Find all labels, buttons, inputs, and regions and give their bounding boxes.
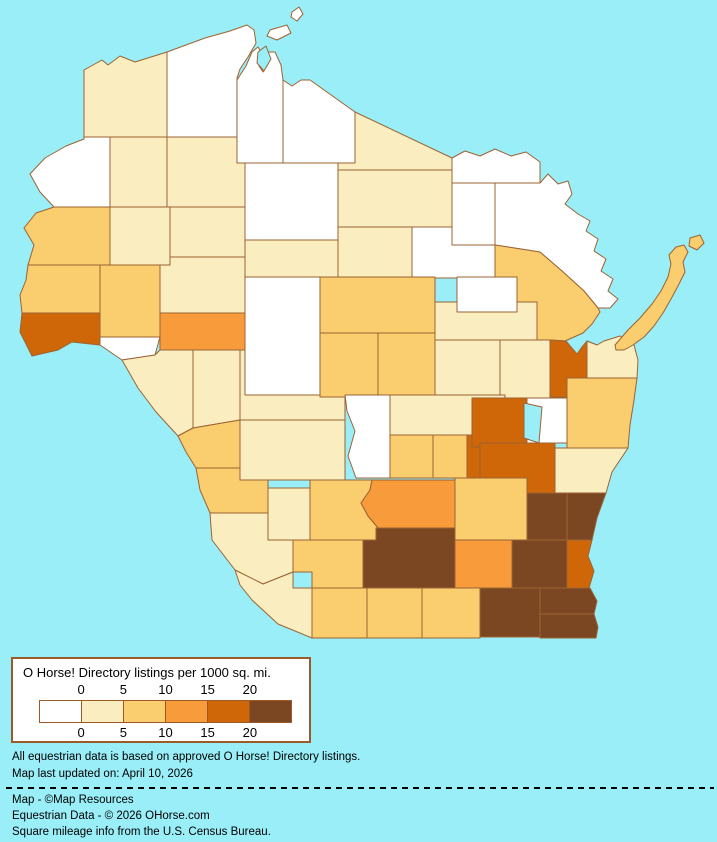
- legend-tick-label: 15: [200, 725, 215, 740]
- county-barron: [109, 206, 171, 266]
- county-taylor: [244, 239, 339, 278]
- legend-tick-label: 15: [200, 682, 215, 697]
- county-waupaca: [434, 339, 501, 396]
- data-source-note: All equestrian data is based on approved…: [12, 751, 361, 763]
- county-wood: [319, 332, 379, 398]
- county-portage: [377, 332, 436, 396]
- county-price: [244, 162, 339, 241]
- county-douglas: [83, 51, 168, 138]
- county-marquette: [432, 434, 468, 479]
- water-lake-winnebago: [523, 402, 543, 444]
- legend-swatch-10-15: [165, 700, 208, 723]
- county-rock: [421, 587, 481, 639]
- county-dane: [362, 527, 456, 589]
- legend-tick-label: 10: [158, 682, 173, 697]
- county-walworth: [479, 587, 541, 638]
- county-waukesha: [511, 539, 568, 589]
- last-updated-note: Map last updated on: April 10, 2026: [12, 768, 193, 780]
- legend-tick-label: 5: [119, 682, 127, 697]
- legend-swatch-20+: [249, 700, 292, 723]
- county-trempealeau: [192, 349, 241, 429]
- county-madeline-island: [266, 24, 292, 41]
- legend-tick-label: 5: [119, 725, 127, 740]
- legend-title: O Horse! Directory listings per 1000 sq.…: [23, 665, 271, 680]
- legend-swatch-5-10: [123, 700, 166, 723]
- county-lincoln: [337, 226, 413, 279]
- county-sheboygan: [554, 447, 629, 494]
- county-polk: [23, 206, 111, 266]
- legend-ticks-bottom: 0 5 10 15 20: [39, 725, 292, 741]
- legend-swatch-no-listings: [39, 700, 82, 723]
- census-credit: Square mileage info from the U.S. Census…: [12, 826, 271, 838]
- county-pierce: [19, 312, 101, 357]
- legend-color-ramp: [39, 700, 292, 723]
- county-kenosha: [539, 613, 599, 639]
- wisconsin-county-choropleth-map: [19, 6, 705, 639]
- county-green: [366, 587, 423, 639]
- county-rusk: [169, 206, 246, 258]
- county-lafayette: [311, 587, 368, 639]
- county-juneau: [344, 394, 391, 479]
- county-washburn: [109, 136, 168, 208]
- county-jefferson: [454, 539, 513, 589]
- legend-swatch-15-20: [207, 700, 250, 723]
- county-outagamie: [499, 339, 551, 399]
- legend-tick-label: 0: [77, 682, 85, 697]
- county-forest: [451, 182, 496, 246]
- county-door: [614, 244, 689, 351]
- county-marathon: [319, 276, 436, 334]
- county-richland: [267, 487, 311, 541]
- legend-tick-label: 10: [158, 725, 173, 740]
- county-menominee: [456, 276, 518, 313]
- county-door-island: [688, 234, 705, 251]
- county-eau-claire: [159, 312, 246, 351]
- county-clark: [244, 276, 321, 396]
- county-oneida: [337, 169, 453, 228]
- county-st-croix: [19, 264, 101, 314]
- county-dunn: [99, 264, 161, 338]
- wisconsin-map-area: [19, 6, 705, 639]
- county-washington: [526, 492, 568, 541]
- county-milwaukee: [566, 539, 595, 589]
- county-racine: [539, 587, 598, 615]
- legend-tick-label: 20: [242, 682, 258, 697]
- legend-swatch-0-5: [81, 700, 124, 723]
- county-winnebago: [471, 397, 528, 448]
- county-columbia: [360, 479, 456, 530]
- legend-tick-label: 20: [242, 725, 258, 740]
- county-apostle-islet: [290, 6, 304, 22]
- map-credit: Map - ©Map Resources: [12, 794, 134, 806]
- legend-box: O Horse! Directory listings per 1000 sq.…: [11, 657, 311, 743]
- dashed-separator: [6, 787, 714, 789]
- water-chequamegon-bay: [256, 45, 272, 72]
- county-monroe: [239, 419, 346, 481]
- legend-ticks-top: 0 5 10 15 20: [39, 682, 292, 698]
- legend-tick-label: 0: [77, 725, 85, 740]
- county-manitowoc: [566, 377, 638, 449]
- county-sawyer: [166, 136, 246, 208]
- county-florence: [451, 148, 541, 184]
- county-chippewa: [159, 256, 246, 314]
- county-adams: [389, 434, 434, 479]
- data-credit: Equestrian Data - © 2026 OHorse.com: [12, 810, 210, 822]
- county-dodge: [454, 477, 528, 541]
